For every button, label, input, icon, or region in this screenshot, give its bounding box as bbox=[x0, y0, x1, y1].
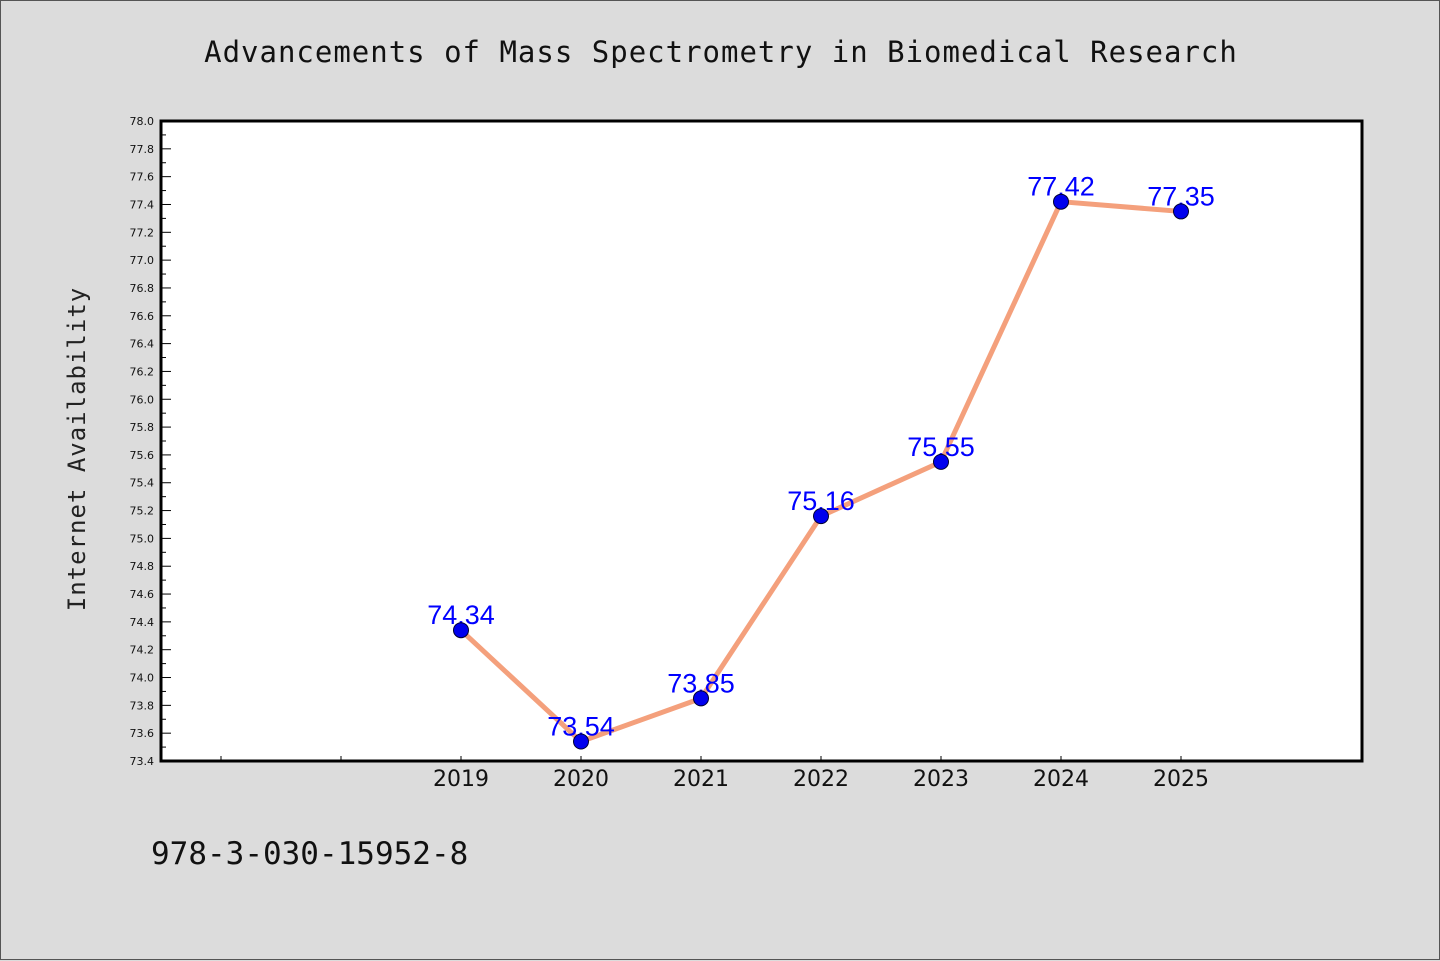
data-point bbox=[573, 733, 589, 750]
y-tick-label: 76.4 bbox=[130, 338, 155, 351]
data-point bbox=[1173, 203, 1189, 220]
data-point bbox=[453, 622, 469, 639]
data-point bbox=[933, 453, 949, 470]
data-point bbox=[1053, 193, 1069, 210]
data-point bbox=[693, 690, 709, 707]
y-tick-label: 76.2 bbox=[130, 365, 155, 378]
y-tick-label: 74.0 bbox=[130, 672, 155, 685]
y-tick-label: 78.0 bbox=[130, 115, 155, 128]
y-tick-label: 77.8 bbox=[130, 143, 155, 156]
y-tick-label: 75.2 bbox=[130, 505, 155, 518]
y-tick-label: 73.8 bbox=[130, 699, 155, 712]
x-tick-label: 2023 bbox=[913, 767, 969, 792]
y-tick-label: 75.8 bbox=[130, 421, 155, 434]
plot-area bbox=[159, 119, 1364, 763]
y-tick-label: 77.2 bbox=[130, 226, 155, 239]
x-tick-label: 2025 bbox=[1153, 767, 1209, 792]
chart-title: Advancements of Mass Spectrometry in Bio… bbox=[204, 35, 1238, 69]
isbn-footnote: 978-3-030-15952-8 bbox=[151, 836, 469, 872]
y-tick-label: 74.8 bbox=[130, 560, 155, 573]
y-tick-label: 77.6 bbox=[130, 171, 155, 184]
x-tick-label: 2021 bbox=[673, 767, 729, 792]
y-tick-label: 76.6 bbox=[130, 310, 155, 323]
y-tick-label: 73.4 bbox=[130, 755, 155, 768]
y-tick-label: 77.0 bbox=[130, 254, 155, 267]
y-tick-label: 73.6 bbox=[130, 727, 155, 740]
y-tick-label: 75.0 bbox=[130, 532, 155, 545]
y-tick-label: 74.6 bbox=[130, 588, 155, 601]
y-tick-label: 75.6 bbox=[130, 449, 155, 462]
y-tick-label: 74.4 bbox=[130, 616, 155, 629]
x-tick-label: 2024 bbox=[1033, 767, 1089, 792]
y-tick-label: 76.0 bbox=[130, 393, 155, 406]
x-tick-label: 2020 bbox=[553, 767, 609, 792]
data-point bbox=[813, 508, 829, 525]
y-tick-label: 74.2 bbox=[130, 644, 155, 657]
y-tick-label: 76.8 bbox=[130, 282, 155, 295]
y-tick-label: 75.4 bbox=[130, 477, 155, 490]
x-tick-label: 2022 bbox=[793, 767, 849, 792]
y-tick-label: 77.4 bbox=[130, 198, 155, 211]
y-axis-label: Internet Availability bbox=[63, 287, 91, 611]
x-tick-label: 2019 bbox=[433, 767, 489, 792]
